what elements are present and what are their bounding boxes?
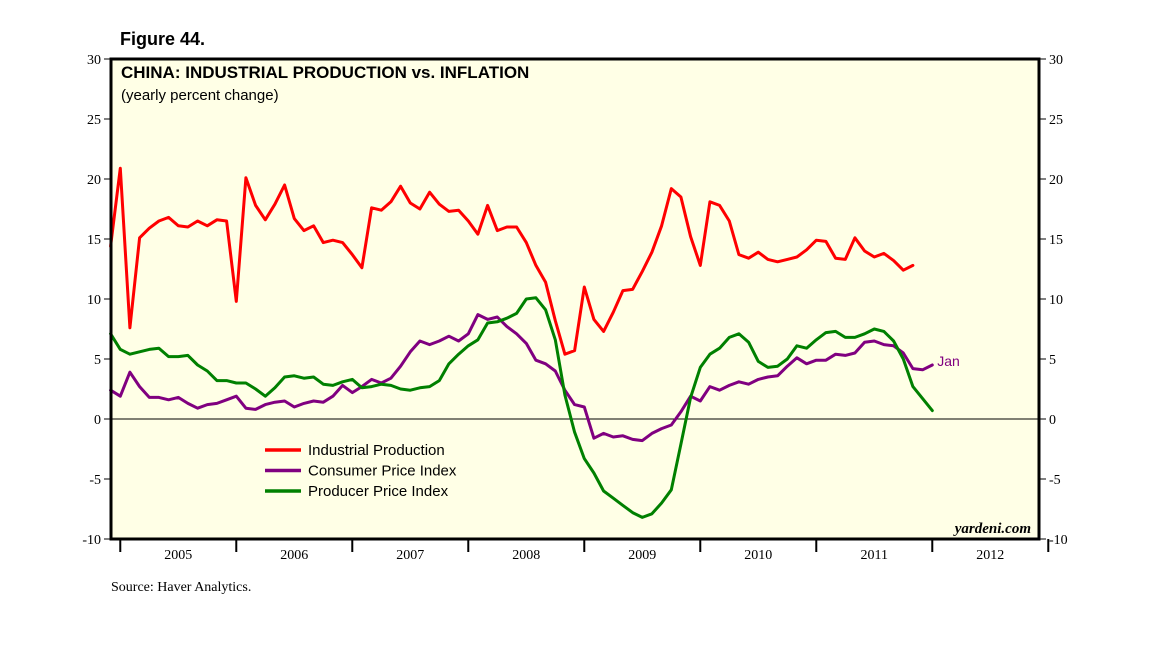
legend-label: Producer Price Index [308, 483, 449, 500]
plot-area [111, 59, 1039, 539]
x-tick-label: 2010 [744, 548, 772, 563]
x-tick-label: 2012 [976, 548, 1004, 563]
y-tick-label-right: -10 [1049, 533, 1068, 548]
x-tick-label: 2006 [280, 548, 308, 563]
legend-label: Consumer Price Index [308, 463, 457, 480]
y-tick-label-right: 0 [1049, 413, 1056, 428]
legend-label: Industrial Production [308, 442, 445, 459]
source-note: Source: Haver Analytics. [111, 580, 252, 595]
consumer-price-index-line [109, 313, 934, 443]
y-tick-label-right: 10 [1049, 293, 1063, 308]
y-tick-label-left: 30 [87, 53, 101, 68]
jan-annotation: Jan [937, 353, 960, 369]
chart-title: CHINA: INDUSTRIAL PRODUCTION vs. INFLATI… [121, 63, 529, 82]
y-tick-label-left: -5 [89, 473, 101, 488]
y-tick-label-right: 30 [1049, 53, 1063, 68]
y-tick-label-right: 25 [1049, 113, 1063, 128]
y-tick-label-left: -10 [82, 533, 101, 548]
y-tick-label-right: -5 [1049, 473, 1061, 488]
x-tick-label: 2011 [861, 548, 888, 563]
y-tick-label-right: 15 [1049, 233, 1063, 248]
x-tick-label: 2009 [628, 548, 656, 563]
y-tick-label-left: 20 [87, 173, 101, 188]
y-tick-label-right: 5 [1049, 353, 1056, 368]
chart-subtitle: (yearly percent change) [121, 87, 279, 104]
yardeni-credit: yardeni.com [953, 521, 1031, 537]
x-tick-label: 2005 [164, 548, 192, 563]
y-tick-label-left: 5 [94, 353, 101, 368]
y-tick-label-right: 20 [1049, 173, 1063, 188]
industrial-production-line [109, 166, 915, 356]
figure-label: Figure 44. [120, 29, 206, 49]
x-tick-label: 2007 [396, 548, 424, 563]
y-tick-label-left: 25 [87, 113, 101, 128]
y-tick-label-left: 0 [94, 413, 101, 428]
producer-price-index-line [109, 296, 934, 519]
y-tick-label-left: 15 [87, 233, 101, 248]
x-tick-label: 2008 [512, 548, 540, 563]
y-tick-label-left: 10 [87, 293, 101, 308]
